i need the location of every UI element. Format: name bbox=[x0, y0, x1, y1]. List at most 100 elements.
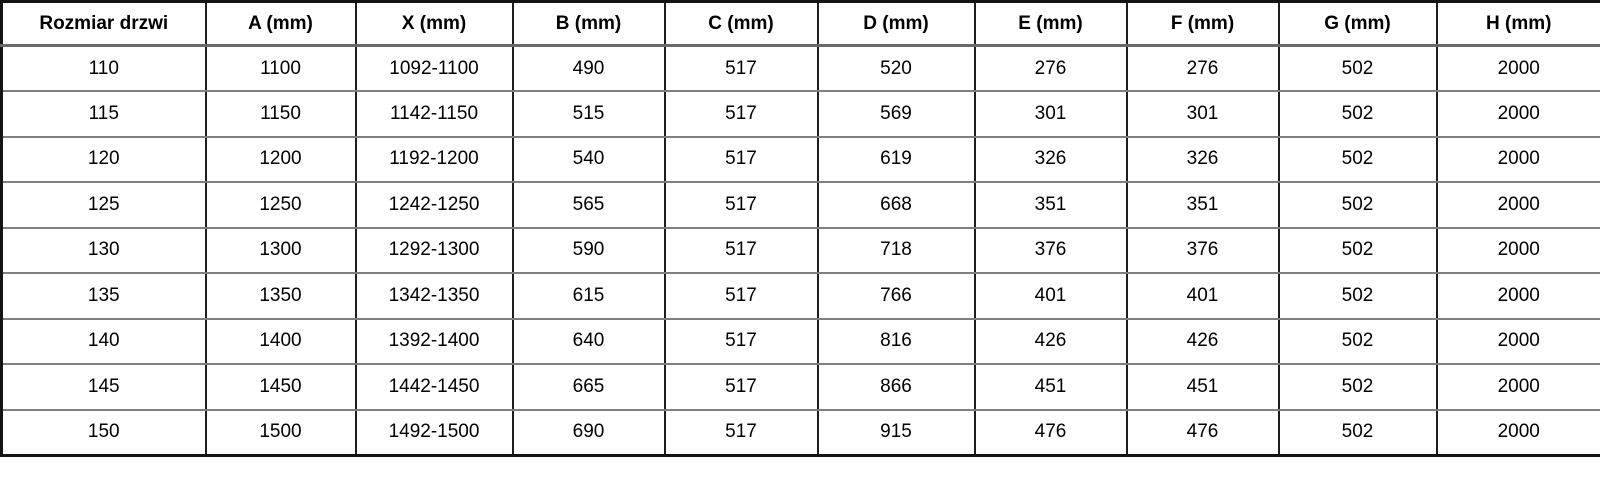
table-cell: 517 bbox=[663, 90, 819, 138]
table-cell: 1142-1150 bbox=[354, 90, 514, 138]
column-header-h-mm: H (mm) bbox=[1435, 0, 1600, 47]
door-dimensions-table: Rozmiar drzwi A (mm) X (mm) B (mm) C (mm) D (… bbox=[0, 0, 1600, 457]
table-cell: 668 bbox=[816, 181, 976, 229]
column-header-c-mm: C (mm) bbox=[663, 0, 819, 47]
table-cell: 451 bbox=[1125, 363, 1280, 411]
table-row-120: 120 1200 1192-1200 540 517 619 326 326 502 2000 bbox=[0, 135, 1600, 183]
table-row-115: 115 1150 1142-1150 515 517 569 301 301 502 2000 bbox=[0, 90, 1600, 138]
table-cell: 1250 bbox=[204, 181, 357, 229]
table-cell: 401 bbox=[1125, 272, 1280, 320]
table-cell: 517 bbox=[663, 317, 819, 365]
table-cell: 301 bbox=[1125, 90, 1280, 138]
table-cell: 640 bbox=[511, 317, 666, 365]
table-cell: 276 bbox=[973, 44, 1128, 92]
table-cell: 115 bbox=[0, 90, 207, 138]
table-cell: 401 bbox=[973, 272, 1128, 320]
column-header-f-mm: F (mm) bbox=[1125, 0, 1280, 47]
table-cell: 502 bbox=[1277, 90, 1438, 138]
table-cell: 2000 bbox=[1435, 135, 1600, 183]
table-cell: 1350 bbox=[204, 272, 357, 320]
table-cell: 619 bbox=[816, 135, 976, 183]
table-cell: 135 bbox=[0, 272, 207, 320]
table-cell: 1242-1250 bbox=[354, 181, 514, 229]
table-cell: 2000 bbox=[1435, 317, 1600, 365]
table-cell: 1392-1400 bbox=[354, 317, 514, 365]
table-row-140: 140 1400 1392-1400 640 517 816 426 426 502 2000 bbox=[0, 317, 1600, 365]
column-header-g-mm: G (mm) bbox=[1277, 0, 1438, 47]
table-cell: 426 bbox=[973, 317, 1128, 365]
table-cell: 120 bbox=[0, 135, 207, 183]
table-cell: 1292-1300 bbox=[354, 226, 514, 274]
table-cell: 502 bbox=[1277, 181, 1438, 229]
table-cell: 351 bbox=[973, 181, 1128, 229]
table-cell: 145 bbox=[0, 363, 207, 411]
table-cell: 376 bbox=[1125, 226, 1280, 274]
table-cell: 326 bbox=[1125, 135, 1280, 183]
table-cell: 451 bbox=[973, 363, 1128, 411]
column-header-x-mm: X (mm) bbox=[354, 0, 514, 47]
column-header-rozmiar-drzwi: Rozmiar drzwi bbox=[0, 0, 207, 47]
table-cell: 326 bbox=[973, 135, 1128, 183]
table-row-130: 130 1300 1292-1300 590 517 718 376 376 502 2000 bbox=[0, 226, 1600, 274]
table-cell: 1100 bbox=[204, 44, 357, 92]
table-cell: 1150 bbox=[204, 90, 357, 138]
table-cell: 426 bbox=[1125, 317, 1280, 365]
table-cell: 130 bbox=[0, 226, 207, 274]
table-cell: 140 bbox=[0, 317, 207, 365]
table-cell: 1092-1100 bbox=[354, 44, 514, 92]
table-cell: 476 bbox=[1125, 408, 1280, 456]
table-cell: 2000 bbox=[1435, 408, 1600, 456]
table-cell: 2000 bbox=[1435, 272, 1600, 320]
table-cell: 2000 bbox=[1435, 226, 1600, 274]
table-cell: 517 bbox=[663, 272, 819, 320]
table-cell: 1400 bbox=[204, 317, 357, 365]
table-cell: 766 bbox=[816, 272, 976, 320]
table-cell: 2000 bbox=[1435, 90, 1600, 138]
table-cell: 517 bbox=[663, 363, 819, 411]
table-cell: 1342-1350 bbox=[354, 272, 514, 320]
table-cell: 150 bbox=[0, 408, 207, 456]
table-cell: 1492-1500 bbox=[354, 408, 514, 456]
table-cell: 565 bbox=[511, 181, 666, 229]
table-cell: 502 bbox=[1277, 317, 1438, 365]
table-cell: 301 bbox=[973, 90, 1128, 138]
table-cell: 502 bbox=[1277, 408, 1438, 456]
table-row-150: 150 1500 1492-1500 690 517 915 476 476 502 2000 bbox=[0, 408, 1600, 456]
table-cell: 1300 bbox=[204, 226, 357, 274]
table-cell: 690 bbox=[511, 408, 666, 456]
table-cell: 517 bbox=[663, 408, 819, 456]
column-header-d-mm: D (mm) bbox=[816, 0, 976, 47]
table-cell: 520 bbox=[816, 44, 976, 92]
table-cell: 816 bbox=[816, 317, 976, 365]
table-cell: 1442-1450 bbox=[354, 363, 514, 411]
table-cell: 718 bbox=[816, 226, 976, 274]
table-cell: 517 bbox=[663, 44, 819, 92]
column-header-b-mm: B (mm) bbox=[511, 0, 666, 47]
table-row-125: 125 1250 1242-1250 565 517 668 351 351 502 2000 bbox=[0, 181, 1600, 229]
table-cell: 502 bbox=[1277, 135, 1438, 183]
table-cell: 276 bbox=[1125, 44, 1280, 92]
table-cell: 517 bbox=[663, 135, 819, 183]
table-cell: 502 bbox=[1277, 226, 1438, 274]
table-row-135: 135 1350 1342-1350 615 517 766 401 401 502 2000 bbox=[0, 272, 1600, 320]
table-cell: 125 bbox=[0, 181, 207, 229]
table-cell: 502 bbox=[1277, 363, 1438, 411]
table-cell: 2000 bbox=[1435, 44, 1600, 92]
table-cell: 515 bbox=[511, 90, 666, 138]
table-cell: 502 bbox=[1277, 44, 1438, 92]
table-cell: 110 bbox=[0, 44, 207, 92]
table-cell: 1450 bbox=[204, 363, 357, 411]
table-cell: 517 bbox=[663, 181, 819, 229]
table-cell: 540 bbox=[511, 135, 666, 183]
table-cell: 1200 bbox=[204, 135, 357, 183]
table-cell: 517 bbox=[663, 226, 819, 274]
table-cell: 502 bbox=[1277, 272, 1438, 320]
table-row-145: 145 1450 1442-1450 665 517 866 451 451 502 2000 bbox=[0, 363, 1600, 411]
table-cell: 915 bbox=[816, 408, 976, 456]
table-cell: 590 bbox=[511, 226, 666, 274]
table-cell: 1192-1200 bbox=[354, 135, 514, 183]
table-cell: 476 bbox=[973, 408, 1128, 456]
table-cell: 2000 bbox=[1435, 181, 1600, 229]
table-cell: 665 bbox=[511, 363, 666, 411]
header-row: Rozmiar drzwi A (mm) X (mm) B (mm) C (mm) D (… bbox=[0, 0, 1600, 47]
